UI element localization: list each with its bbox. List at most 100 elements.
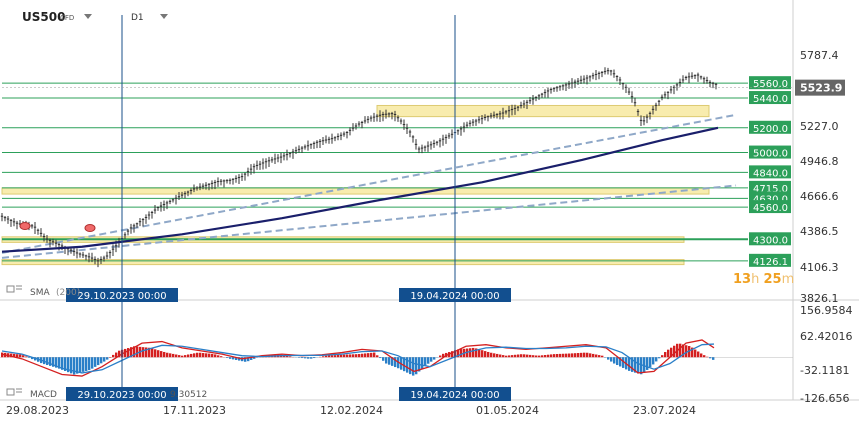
macd-histogram-bar [433,357,436,360]
level-tag-label: 4560.0 [753,203,788,214]
timeframe-selector[interactable]: D1 [131,13,144,23]
symbol-name[interactable]: US500 [22,10,66,24]
level-tag-bg [749,200,791,214]
macd-histogram-bar [352,354,355,358]
macd-histogram-bar [340,354,343,358]
macd-histogram-bar [211,353,214,358]
level-tag-label: 5440.0 [753,94,788,105]
macd-histogram-bar [460,349,463,358]
macd-histogram-bar [286,355,289,358]
macd-histogram-bar [712,357,715,360]
macd-histogram-bar [64,357,67,371]
date-tick-label: 17.11.2023 [163,404,226,417]
macd-histogram-bar [409,357,412,375]
macd-histogram-bar [376,355,379,358]
macd-histogram-bar [586,352,589,358]
macd-histogram-bar [592,353,595,358]
macd-histogram-bar [100,357,103,364]
macd-histogram-bar [679,343,682,358]
macd-histogram-bar [583,352,586,358]
macd-histogram-bar [154,349,157,358]
macd-histogram-bar [46,357,49,366]
macd-histogram-bar [664,352,667,358]
macd-histogram-bar [442,353,445,358]
countdown-hours-unit: h [751,272,760,287]
macd-label: MACD [30,390,57,400]
macd-histogram-bar [421,357,424,369]
macd-histogram-bar [337,354,340,358]
macd-histogram-bar [304,357,307,359]
level-tag: 5000.0 [749,145,791,160]
macd-histogram-bar [640,357,643,375]
countdown-minutes-unit: m [781,272,795,287]
price-tick-label: 4666.6 [800,190,839,203]
macd-histogram-bar [601,355,604,358]
macd-histogram-bar [517,354,520,358]
level-tag-label: 4840.0 [753,168,788,179]
timeframe-dropdown-icon[interactable] [160,14,168,19]
sma-settings-icon[interactable] [6,285,22,293]
macd-histogram-bar [82,357,85,372]
symbol-dropdown-icon[interactable] [84,14,92,19]
macd-histogram-bar [10,353,13,358]
macd-histogram-bar [52,357,55,367]
macd-histogram-bar [85,357,88,371]
macd-histogram-bar [577,353,580,358]
macd-histogram-bar [166,352,169,358]
level-tag: 4840.0 [749,165,791,179]
macd-histogram-bar [691,347,694,358]
macd-histogram-bar [130,347,133,358]
macd-histogram-bar [619,357,622,367]
crosshair-date-bg [66,387,178,401]
trendline [1,184,737,259]
macd-histogram-bar [565,353,568,358]
macd-histogram-bar [574,353,577,358]
price-tick-label: 4386.5 [800,225,839,238]
macd-histogram-bar [313,357,316,359]
macd-histogram-bar [67,357,70,373]
macd-histogram-bar [490,352,493,358]
macd-histogram-bar [451,351,454,358]
macd-histogram-bar [373,352,376,358]
crosshair-date-label: 29.10.2023 00:00 [77,390,166,401]
price-tick-label: 3826.1 [800,292,839,305]
macd-histogram-bar [544,354,547,358]
macd-histogram-bar [484,351,487,358]
macd-histogram-bar [190,353,193,358]
macd-histogram-bar [370,352,373,358]
macd-histogram-bar [145,347,148,358]
macd-histogram-bar [214,354,217,358]
macd-histogram-bar [247,357,250,362]
macd-histogram-bar [226,357,229,358]
macd-histogram-bar [541,355,544,358]
date-tick-label: 23.07.2024 [633,404,696,417]
event-marker-icon[interactable] [19,222,31,230]
macd-histogram-bar [652,357,655,365]
price-tick-label: 4106.3 [800,261,839,274]
macd-histogram-bar [631,357,634,372]
macd-histogram-bar [244,357,247,362]
date-tick-label: 12.02.2024 [320,404,383,417]
macd-histogram-bar [394,357,397,368]
macd-histogram-bar [310,357,313,359]
macd-histogram-bar [148,347,151,358]
macd-histogram-bar [610,357,613,362]
macd-settings-icon[interactable] [6,388,22,396]
macd-histogram-bar [607,357,610,360]
macd-histogram-bar [514,354,517,358]
macd-histogram-bar [58,357,61,369]
macd-histogram-bar [91,357,94,369]
macd-histogram-bar [106,357,109,360]
macd-histogram-bar [253,357,256,359]
macd-histogram-bar [172,353,175,358]
macd-histogram-bar [670,347,673,358]
event-marker-icon[interactable] [84,224,96,232]
macd-histogram-bar [571,353,574,358]
macd-tick-label: 156.9584 [800,304,853,317]
macd-histogram-bar [535,355,538,358]
macd-histogram-bar [709,357,712,359]
level-tag-bg [749,76,791,90]
macd-histogram-bar [646,357,649,370]
current-price-bg [795,79,845,96]
